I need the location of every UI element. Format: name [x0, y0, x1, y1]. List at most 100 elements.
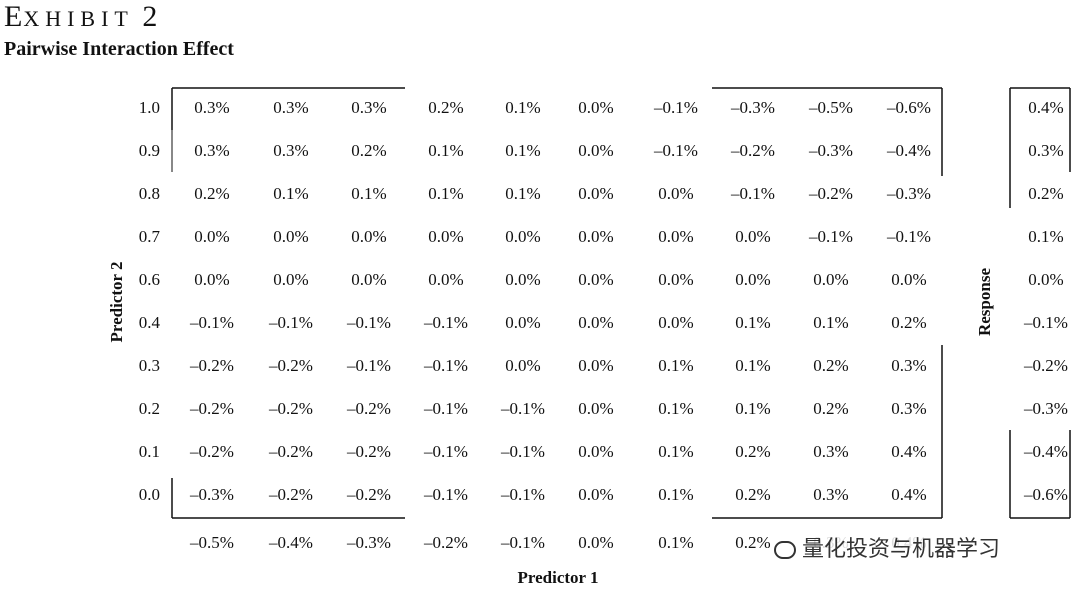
- heatmap-cell: 0.1%: [505, 184, 540, 203]
- heatmap-cell: 0.1%: [658, 442, 693, 461]
- heatmap-cell: 0.1%: [658, 485, 693, 504]
- heatmap-cell: –0.2%: [346, 442, 391, 461]
- heatmap-cell: –0.2%: [189, 442, 234, 461]
- heatmap-cell: 0.0%: [273, 270, 308, 289]
- heatmap-cell: –0.1%: [886, 227, 931, 246]
- heatmap-cell: 0.2%: [891, 313, 926, 332]
- heatmap-cell: 0.0%: [578, 184, 613, 203]
- heatmap-cell: 0.0%: [891, 270, 926, 289]
- watermark: 量化投资与机器学习: [770, 531, 1005, 563]
- response-value: –0.3%: [1023, 399, 1068, 418]
- heatmap-cell: 0.1%: [351, 184, 386, 203]
- heatmap-cell: –0.1%: [730, 184, 775, 203]
- heatmap-cell: 0.1%: [428, 184, 463, 203]
- heatmap-cell: 0.3%: [351, 98, 386, 117]
- heatmap-cell: 0.3%: [891, 399, 926, 418]
- heatmap-cell: 0.0%: [578, 98, 613, 117]
- heatmap-cell: –0.1%: [653, 141, 698, 160]
- heatmap-cell: –0.2%: [268, 399, 313, 418]
- heatmap-cell: 0.3%: [273, 98, 308, 117]
- heatmap-cell: –0.1%: [423, 442, 468, 461]
- heatmap-cell: 0.3%: [194, 141, 229, 160]
- y-tick-label: 1.0: [139, 98, 160, 117]
- heatmap-cell: 0.0%: [658, 270, 693, 289]
- y-tick-label: 0.0: [139, 485, 160, 504]
- heatmap-cell: 0.0%: [428, 227, 463, 246]
- heatmap-cell: 0.0%: [578, 485, 613, 504]
- exhibit-first-letter: E: [4, 0, 24, 33]
- heatmap-cell: –0.2%: [189, 399, 234, 418]
- response-value: –0.2%: [1023, 356, 1068, 375]
- heatmap-cell: –0.4%: [886, 141, 931, 160]
- heatmap-cell: 0.4%: [891, 442, 926, 461]
- y-tick-label: 0.8: [139, 184, 160, 203]
- heatmap-cell: –0.1%: [268, 313, 313, 332]
- x-tick-label: –0.5%: [189, 533, 234, 552]
- watermark-text: 量化投资与机器学习: [802, 537, 1001, 562]
- response-axis-label: Response: [975, 268, 994, 336]
- heatmap-cell: 0.2%: [351, 141, 386, 160]
- y-tick-label: 0.1: [139, 442, 160, 461]
- y-tick-label: 0.6: [139, 270, 160, 289]
- heatmap-cell: –0.1%: [346, 313, 391, 332]
- heatmap-cell: –0.2%: [730, 141, 775, 160]
- heatmap-cell: 0.1%: [658, 356, 693, 375]
- heatmap-cell: –0.3%: [808, 141, 853, 160]
- heatmap-cell: 0.3%: [891, 356, 926, 375]
- heatmap-cell: 0.4%: [891, 485, 926, 504]
- x-tick-label: 0.1%: [658, 533, 693, 552]
- heatmap-cell: –0.6%: [886, 98, 931, 117]
- wechat-icon: [774, 541, 796, 559]
- heatmap-cell: 0.2%: [813, 399, 848, 418]
- heatmap-cell: –0.1%: [423, 356, 468, 375]
- x-axis-label: Predictor 1: [517, 568, 598, 587]
- heatmap-cell: –0.1%: [808, 227, 853, 246]
- x-tick-label: –0.4%: [268, 533, 313, 552]
- heatmap-cell: 0.0%: [658, 227, 693, 246]
- y-axis-label: Predictor 2: [107, 261, 126, 342]
- heatmap-cell: –0.1%: [346, 356, 391, 375]
- heatmap-cell: –0.5%: [808, 98, 853, 117]
- heatmap-cell: 0.1%: [658, 399, 693, 418]
- heatmap-cell: –0.2%: [268, 356, 313, 375]
- heatmap-cell: 0.0%: [194, 227, 229, 246]
- heatmap-cell: 0.0%: [351, 270, 386, 289]
- heatmap-cell: 0.0%: [428, 270, 463, 289]
- heatmap-cell: 0.1%: [735, 313, 770, 332]
- x-tick-label: 0.0%: [578, 533, 613, 552]
- heatmap-cell: 0.0%: [578, 313, 613, 332]
- heatmap-cell: 0.0%: [735, 227, 770, 246]
- response-value: 0.2%: [1028, 184, 1063, 203]
- heatmap-cell: 0.0%: [505, 227, 540, 246]
- heatmap-cell: –0.2%: [808, 184, 853, 203]
- heatmap-cell: –0.2%: [346, 485, 391, 504]
- heatmap-cell: 0.0%: [658, 184, 693, 203]
- x-tick-label: –0.2%: [423, 533, 468, 552]
- heatmap-cell: 0.0%: [578, 227, 613, 246]
- heatmap-cell: 0.0%: [578, 356, 613, 375]
- x-tick-label: 0.2%: [735, 533, 770, 552]
- response-value: –0.4%: [1023, 442, 1068, 461]
- heatmap-cell: 0.1%: [813, 313, 848, 332]
- heatmap-cell: –0.3%: [730, 98, 775, 117]
- heatmap-cell: 0.0%: [351, 227, 386, 246]
- exhibit-heading: EXHIBIT 2: [4, 0, 158, 34]
- heatmap-cell: 0.1%: [505, 141, 540, 160]
- response-value: 0.1%: [1028, 227, 1063, 246]
- heatmap-cell: –0.3%: [189, 485, 234, 504]
- heatmap-cell: 0.2%: [735, 485, 770, 504]
- heatmap-cell: 0.0%: [505, 270, 540, 289]
- heatmap-cell: –0.1%: [653, 98, 698, 117]
- heatmap-cell: –0.3%: [886, 184, 931, 203]
- heatmap-cell: –0.1%: [189, 313, 234, 332]
- y-tick-label: 0.2: [139, 399, 160, 418]
- heatmap-cell: –0.1%: [500, 442, 545, 461]
- y-tick-label: 0.4: [139, 313, 161, 332]
- heatmap-cell: 0.3%: [194, 98, 229, 117]
- heatmap-cell: 0.0%: [578, 270, 613, 289]
- heatmap-cell: –0.1%: [423, 313, 468, 332]
- exhibit-word-rest: XHIBIT: [23, 6, 134, 31]
- heatmap-cell: 0.0%: [578, 399, 613, 418]
- heatmap-cell: 0.3%: [813, 442, 848, 461]
- heatmap-cell: 0.0%: [505, 313, 540, 332]
